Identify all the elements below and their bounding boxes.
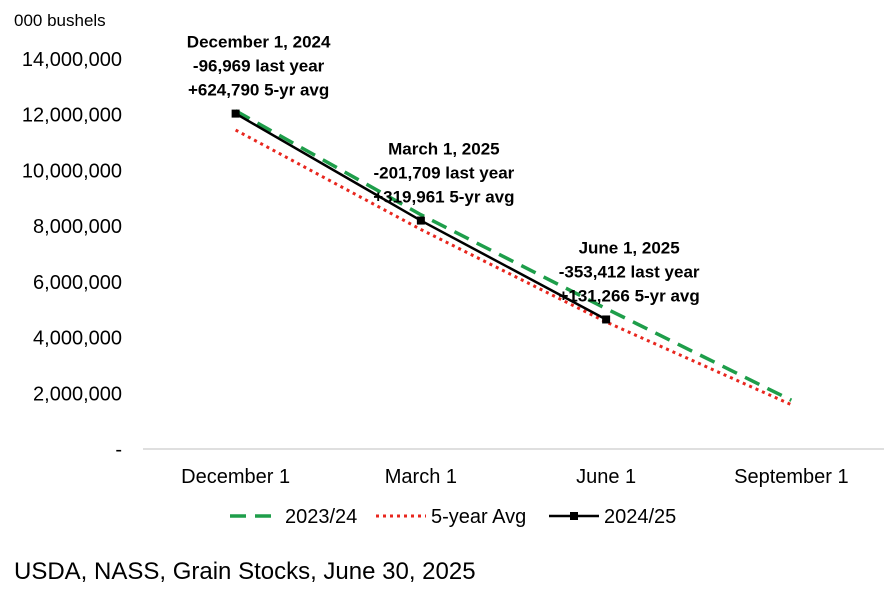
grain-stocks-chart: 000 bushels - 2,000,000 4,000,000 6,000,000…: [14, 11, 884, 528]
x-tick-label: September 1: [734, 466, 849, 488]
annotation-line: -201,709 last year: [373, 164, 514, 183]
y-tick-label: -: [115, 439, 122, 461]
series-line-0: [234, 109, 793, 402]
legend: 2023/24 5-year Avg 2024/25: [230, 506, 676, 528]
y-tick-label: 4,000,000: [33, 328, 122, 350]
x-axis-ticks: December 1 March 1 June 1 September 1: [181, 466, 848, 488]
y-tick-label: 12,000,000: [22, 105, 122, 127]
x-tick-label: December 1: [181, 466, 290, 488]
y-tick-label: 8,000,000: [33, 216, 122, 238]
series-group: [231, 109, 793, 407]
annotation-line: +624,790 5-yr avg: [188, 81, 329, 100]
legend-marker: [570, 512, 578, 520]
annotation-line: December 1, 2024: [187, 33, 331, 52]
annotation-line: March 1, 2025: [388, 140, 500, 159]
y-unit-label: 000 bushels: [14, 11, 106, 30]
annotations-group: December 1, 2024 -96,969 last year +624,79…: [187, 33, 700, 306]
legend-label: 2023/24: [285, 506, 357, 528]
y-axis-ticks: - 2,000,000 4,000,000 6,000,000 8,000,000 10,…: [22, 49, 122, 461]
series-marker: [416, 216, 425, 225]
annotation-line: -96,969 last year: [193, 57, 325, 76]
legend-label: 2024/25: [604, 506, 676, 528]
annotation-line: -353,412 last year: [559, 262, 700, 281]
legend-label: 5-year Avg: [431, 506, 526, 528]
y-tick-label: 14,000,000: [22, 49, 122, 71]
y-tick-label: 10,000,000: [22, 160, 122, 182]
source-note: USDA, NASS, Grain Stocks, June 30, 2025: [14, 558, 476, 585]
y-tick-label: 6,000,000: [33, 272, 122, 294]
y-tick-label: 2,000,000: [33, 383, 122, 405]
series-marker: [231, 109, 240, 118]
annotation-line: June 1, 2025: [579, 238, 680, 257]
series-marker: [602, 315, 611, 324]
annotation-line: +319,961 5-yr avg: [373, 188, 514, 207]
x-tick-label: June 1: [576, 466, 636, 488]
annotation-line: +131,266 5-yr avg: [558, 286, 699, 305]
x-tick-label: March 1: [385, 466, 457, 488]
series-line-1: [234, 128, 792, 407]
